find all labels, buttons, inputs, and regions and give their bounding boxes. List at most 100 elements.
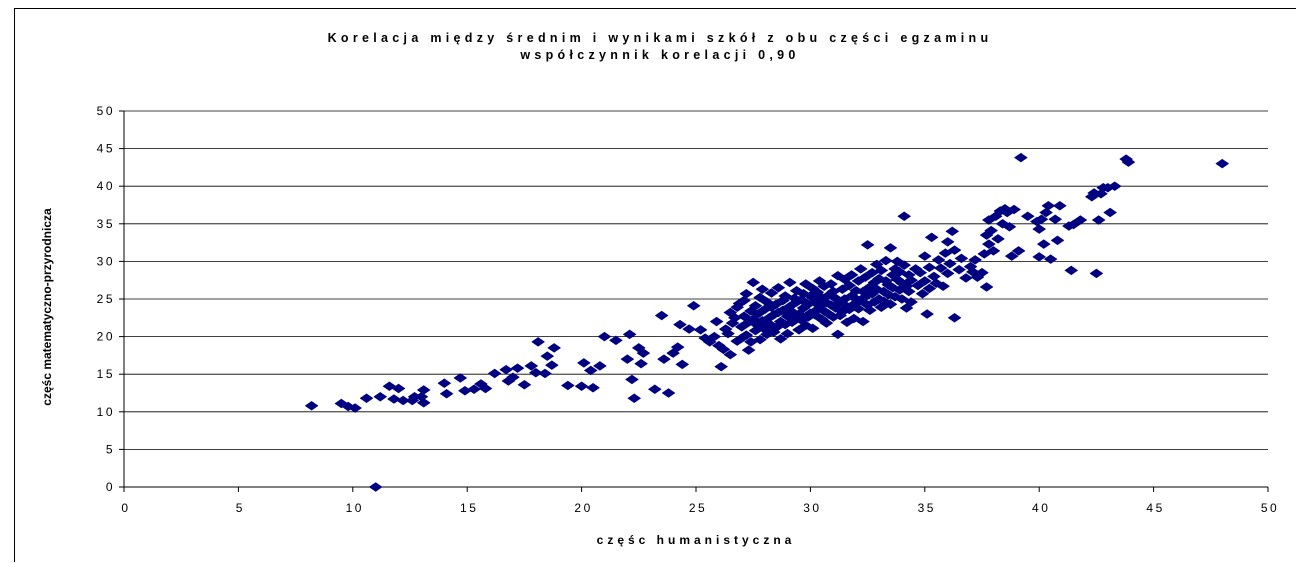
data-point (654, 310, 669, 321)
data-point (773, 334, 788, 344)
data-point (1052, 200, 1067, 211)
data-point (862, 305, 877, 316)
data-point (1011, 246, 1026, 256)
data-points (304, 152, 1230, 492)
data-point (467, 384, 482, 395)
data-point (737, 295, 751, 306)
data-point (782, 277, 797, 288)
data-point (716, 344, 731, 355)
data-point (1007, 204, 1021, 215)
data-point (936, 281, 951, 292)
data-point (675, 359, 690, 370)
data-point (991, 234, 1005, 244)
data-point (1020, 211, 1035, 222)
data-point (661, 388, 676, 398)
data-point (874, 265, 889, 276)
data-point (917, 276, 932, 286)
data-point (714, 361, 729, 372)
data-point (544, 360, 559, 370)
data-point (682, 324, 697, 334)
data-point (547, 343, 562, 353)
data-point (1064, 265, 1079, 276)
data-point (748, 300, 763, 311)
data-point (984, 225, 999, 236)
data-point (846, 313, 861, 324)
data-point (764, 288, 779, 298)
data-point (940, 237, 955, 247)
data-point (947, 312, 962, 323)
data-point (739, 288, 754, 299)
data-point (933, 263, 948, 273)
data-point (622, 329, 637, 340)
data-point (883, 299, 898, 310)
data-point (592, 361, 607, 371)
data-point (892, 267, 907, 277)
x-tick-label: 40 (1032, 501, 1050, 515)
x-tick-label: 10 (346, 501, 364, 515)
data-point (753, 334, 768, 345)
gridlines (124, 110, 1268, 450)
data-point (709, 316, 724, 327)
y-tick-label: 25 (97, 292, 115, 306)
data-point (1034, 214, 1049, 225)
data-point (506, 372, 520, 383)
data-point (359, 393, 374, 404)
data-point (368, 482, 383, 492)
data-point (560, 380, 575, 391)
data-point (1043, 254, 1058, 264)
data-point (1032, 252, 1047, 262)
data-point (897, 260, 912, 270)
data-point (920, 309, 935, 319)
data-point (931, 255, 946, 265)
data-point (1048, 214, 1063, 225)
data-point (1121, 157, 1136, 167)
y-tick-label: 50 (97, 104, 115, 118)
data-point (968, 255, 983, 265)
x-tick-label: 5 (236, 501, 245, 515)
data-point (943, 258, 957, 269)
y-tick-label: 10 (97, 405, 115, 419)
x-tick-label: 30 (803, 501, 821, 515)
data-point (945, 226, 960, 237)
data-point (304, 400, 319, 411)
data-point (897, 211, 912, 222)
data-point (576, 358, 591, 368)
data-point (538, 368, 552, 379)
y-tick-label: 30 (97, 254, 115, 268)
x-tick-labels: 0 5 10 15 20 25 30 35 40 45 50 (121, 501, 1279, 515)
data-point (819, 318, 834, 328)
x-tick-label: 50 (1261, 501, 1279, 515)
data-point (739, 330, 754, 340)
data-point (693, 325, 708, 335)
data-point (940, 268, 955, 279)
y-tick-label: 0 (106, 480, 115, 494)
data-point (904, 275, 919, 286)
data-point (531, 337, 546, 347)
data-point (1103, 207, 1118, 218)
data-point (981, 239, 996, 249)
data-point (851, 303, 866, 314)
data-point (860, 240, 875, 250)
data-point (686, 300, 701, 311)
data-point (1004, 251, 1019, 261)
x-tick-label: 45 (1146, 501, 1164, 515)
data-point (959, 273, 973, 283)
data-point (1002, 222, 1017, 232)
data-point (721, 328, 735, 339)
data-point (1094, 188, 1108, 199)
data-point (780, 328, 795, 339)
data-point (487, 368, 502, 379)
data-point (396, 395, 411, 406)
data-point (1032, 224, 1047, 234)
data-point (1073, 215, 1088, 225)
data-point (947, 245, 962, 255)
x-tick-label: 35 (918, 501, 936, 515)
data-point (1089, 268, 1104, 279)
data-point (883, 243, 898, 253)
data-point (755, 284, 770, 295)
data-point (636, 348, 651, 358)
data-point (586, 382, 600, 393)
data-point (913, 267, 928, 278)
data-point (853, 264, 868, 274)
y-tick-label: 15 (97, 367, 115, 381)
